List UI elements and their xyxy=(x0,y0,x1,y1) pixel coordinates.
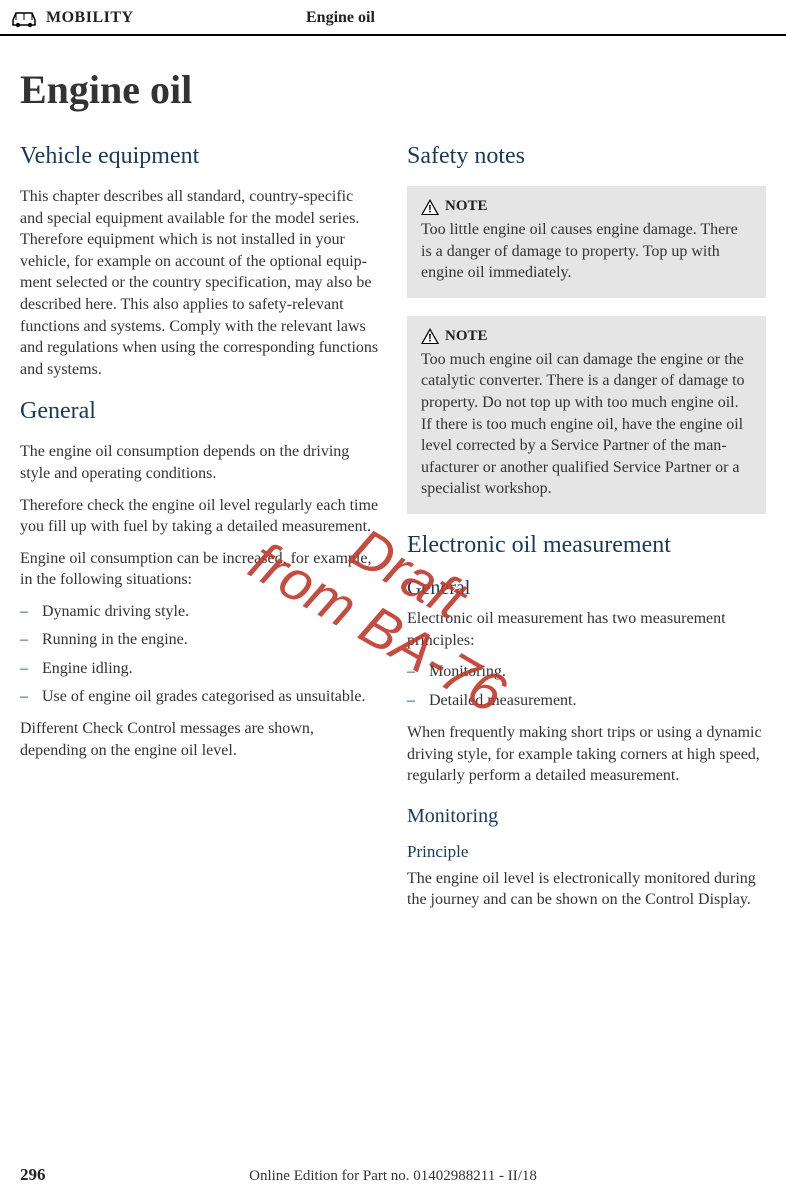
car-icon xyxy=(10,8,38,28)
subsubsection-principle: Principle xyxy=(407,842,766,862)
section-electronic-oil: Electronic oil measurement xyxy=(407,532,766,559)
content-columns: Vehicle equipment This chapter describes… xyxy=(0,123,786,921)
body-text: Engine oil consumption can be increased,… xyxy=(20,548,379,591)
note-heading: ! NOTE xyxy=(421,328,752,345)
bullet-list: Dynamic driving style. Running in the en… xyxy=(20,601,379,709)
subsection-general: General xyxy=(407,577,766,600)
note-body: Too little engine oil causes engine dama… xyxy=(421,219,752,284)
body-text: Therefore check the engine oil level reg… xyxy=(20,495,379,538)
page-title: Engine oil xyxy=(0,36,786,123)
list-item: Monitoring. xyxy=(407,661,766,683)
section-safety-notes: Safety notes xyxy=(407,143,766,170)
note-heading: ! NOTE xyxy=(421,198,752,215)
note-body: Too much engine oil can damage the en­gi… xyxy=(421,349,752,500)
body-text: Different Check Control messages are sho… xyxy=(20,718,379,761)
list-item: Engine idling. xyxy=(20,658,379,680)
note-label: NOTE xyxy=(445,328,488,345)
body-text: The engine oil level is electronically m… xyxy=(407,868,766,911)
header-category: MOBILITY xyxy=(46,9,246,27)
body-text: The engine oil consumption depends on th… xyxy=(20,441,379,484)
warning-icon: ! xyxy=(421,199,439,215)
note-box: ! NOTE Too much engine oil can damage th… xyxy=(407,316,766,514)
note-label: NOTE xyxy=(445,198,488,215)
section-general: General xyxy=(20,398,379,425)
body-text: Electronic oil measurement has two meas­… xyxy=(407,608,766,651)
header-topic: Engine oil xyxy=(306,9,375,27)
list-item: Dynamic driving style. xyxy=(20,601,379,623)
list-item: Running in the engine. xyxy=(20,629,379,651)
section-vehicle-equipment: Vehicle equipment xyxy=(20,143,379,170)
svg-text:!: ! xyxy=(428,333,432,345)
left-column: Vehicle equipment This chapter describes… xyxy=(20,143,379,921)
right-column: Safety notes ! NOTE Too little engine oi… xyxy=(407,143,766,921)
footer-edition: Online Edition for Part no. 01402988211 … xyxy=(0,1168,786,1185)
svg-text:!: ! xyxy=(428,203,432,215)
list-item: Detailed measurement. xyxy=(407,690,766,712)
list-item: Use of engine oil grades categorised as … xyxy=(20,686,379,708)
note-box: ! NOTE Too little engine oil causes engi… xyxy=(407,186,766,298)
body-text: When frequently making short trips or us… xyxy=(407,722,766,787)
page-header: MOBILITY Engine oil xyxy=(0,0,786,36)
warning-icon: ! xyxy=(421,328,439,344)
body-text: This chapter describes all standard, cou… xyxy=(20,186,379,380)
subsection-monitoring: Monitoring xyxy=(407,805,766,828)
bullet-list: Monitoring. Detailed measurement. xyxy=(407,661,766,712)
